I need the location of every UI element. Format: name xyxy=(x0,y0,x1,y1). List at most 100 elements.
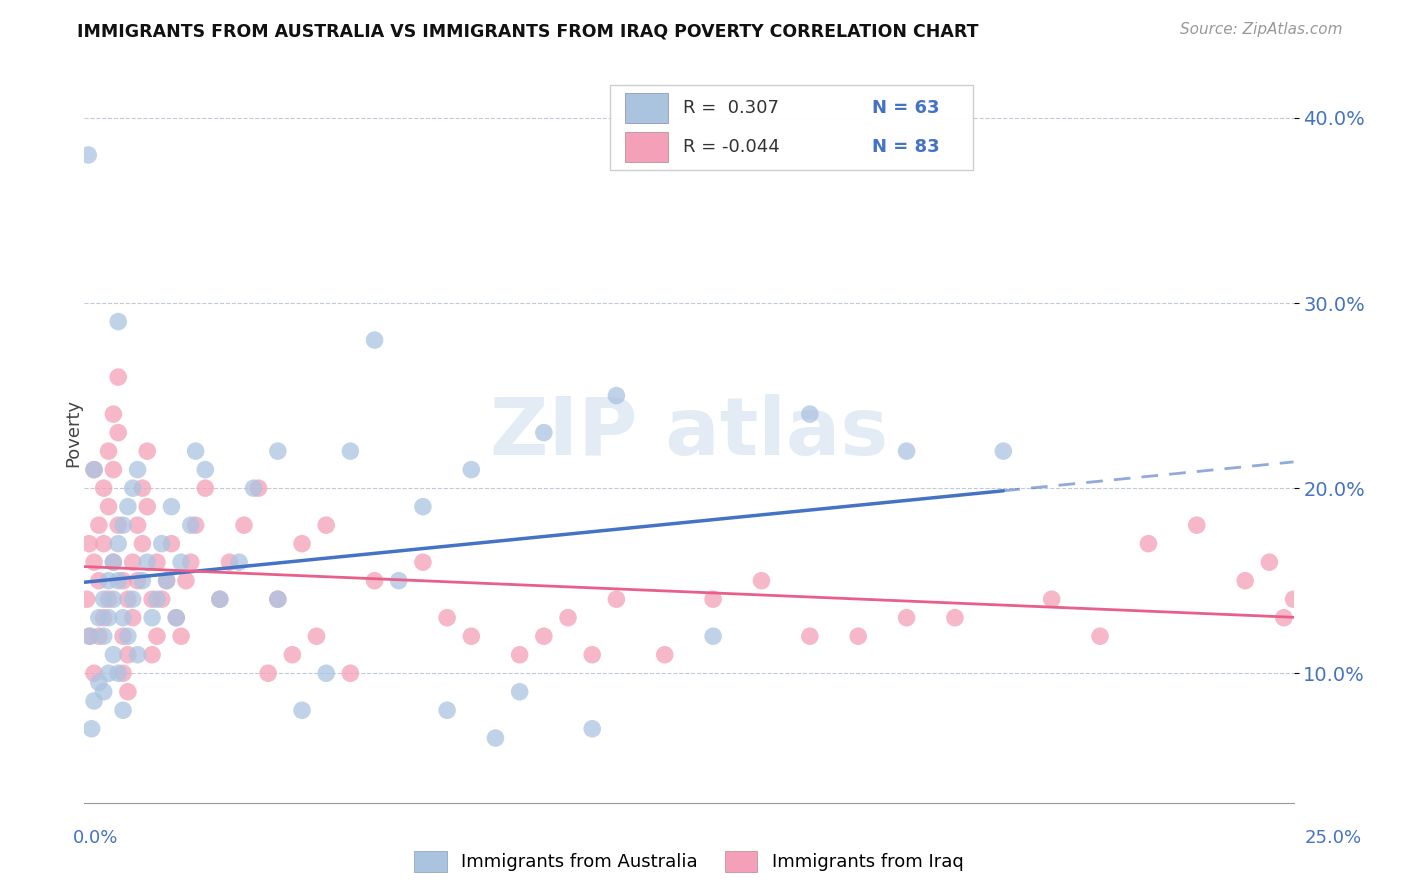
Point xyxy=(155,574,177,588)
Point xyxy=(76,592,98,607)
Point xyxy=(257,666,280,681)
Point xyxy=(436,703,458,717)
Point xyxy=(107,370,129,384)
Point xyxy=(103,592,125,607)
Point xyxy=(77,148,100,162)
Point xyxy=(305,629,328,643)
Text: Source: ZipAtlas.com: Source: ZipAtlas.com xyxy=(1180,22,1343,37)
Point xyxy=(281,648,304,662)
Point xyxy=(436,610,458,624)
Point xyxy=(127,574,149,588)
Point xyxy=(77,536,100,550)
Point xyxy=(165,610,187,624)
Point xyxy=(107,574,129,588)
Point xyxy=(117,648,139,662)
Point xyxy=(83,694,105,708)
Point xyxy=(83,666,105,681)
Point xyxy=(702,592,724,607)
Point xyxy=(1137,536,1160,550)
Point xyxy=(83,462,105,476)
Point xyxy=(208,592,231,607)
Point xyxy=(112,574,135,588)
Point xyxy=(194,462,217,476)
Point xyxy=(103,407,125,421)
Point xyxy=(103,462,125,476)
Point xyxy=(127,462,149,476)
Point xyxy=(291,703,314,717)
Point xyxy=(184,444,207,458)
Point xyxy=(87,574,110,588)
Point xyxy=(103,555,125,569)
Point xyxy=(107,666,129,681)
Point xyxy=(315,518,337,533)
Point xyxy=(412,500,434,514)
Point xyxy=(112,629,135,643)
Text: R = -0.044: R = -0.044 xyxy=(683,137,780,156)
Point xyxy=(170,629,193,643)
Point xyxy=(247,481,270,495)
Text: 25.0%: 25.0% xyxy=(1305,829,1361,847)
Point xyxy=(1272,610,1295,624)
Point xyxy=(127,518,149,533)
Point xyxy=(107,314,129,328)
Bar xyxy=(624,132,668,161)
Point xyxy=(117,685,139,699)
Y-axis label: Poverty: Poverty xyxy=(65,399,82,467)
Point xyxy=(136,555,159,569)
Point xyxy=(242,481,264,495)
Point xyxy=(83,555,105,569)
Text: N = 63: N = 63 xyxy=(872,99,939,117)
Point xyxy=(141,610,163,624)
Point xyxy=(557,610,579,624)
Point xyxy=(141,592,163,607)
Point xyxy=(184,518,207,533)
Point xyxy=(267,592,290,607)
Text: IMMIGRANTS FROM AUSTRALIA VS IMMIGRANTS FROM IRAQ POVERTY CORRELATION CHART: IMMIGRANTS FROM AUSTRALIA VS IMMIGRANTS … xyxy=(77,22,979,40)
Point xyxy=(131,574,153,588)
Point xyxy=(581,722,603,736)
Point xyxy=(533,629,555,643)
Point xyxy=(107,425,129,440)
Point xyxy=(93,536,115,550)
Point xyxy=(1185,518,1208,533)
Point xyxy=(943,610,966,624)
Point xyxy=(97,574,120,588)
Point xyxy=(117,592,139,607)
Point xyxy=(751,574,773,588)
Point xyxy=(1234,574,1257,588)
Point xyxy=(93,592,115,607)
Point xyxy=(605,592,627,607)
Point xyxy=(1258,555,1281,569)
Point xyxy=(388,574,411,588)
Point xyxy=(150,536,173,550)
Point xyxy=(170,555,193,569)
Point xyxy=(160,500,183,514)
Point xyxy=(155,574,177,588)
Point xyxy=(93,629,115,643)
Point xyxy=(117,500,139,514)
Point xyxy=(127,648,149,662)
Point xyxy=(339,444,361,458)
Text: N = 83: N = 83 xyxy=(872,137,939,156)
Point xyxy=(1088,629,1111,643)
Point xyxy=(509,648,531,662)
Point xyxy=(136,500,159,514)
Point xyxy=(87,610,110,624)
Point xyxy=(97,444,120,458)
Point xyxy=(460,462,482,476)
Point xyxy=(121,610,143,624)
Point xyxy=(702,629,724,643)
Point xyxy=(141,648,163,662)
Bar xyxy=(624,93,668,122)
Point xyxy=(799,407,821,421)
Point xyxy=(112,610,135,624)
Point xyxy=(194,481,217,495)
Point xyxy=(146,555,169,569)
Point xyxy=(93,610,115,624)
Point xyxy=(315,666,337,681)
Point xyxy=(97,666,120,681)
Point xyxy=(228,555,250,569)
Point xyxy=(291,536,314,550)
Point xyxy=(654,648,676,662)
Point xyxy=(146,592,169,607)
